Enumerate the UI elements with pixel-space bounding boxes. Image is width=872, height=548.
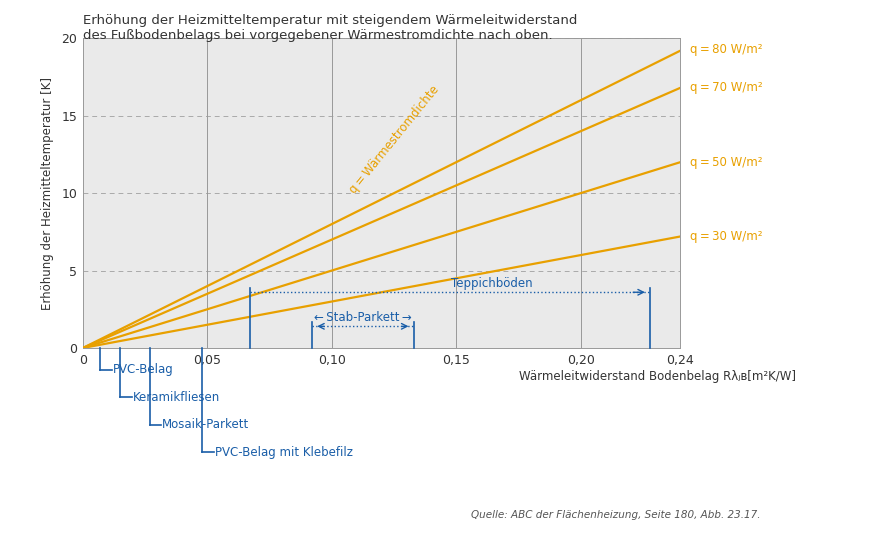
Text: ← Stab-Parkett →: ← Stab-Parkett → (314, 311, 412, 324)
Text: q = 80 W/m²: q = 80 W/m² (690, 43, 763, 56)
Text: PVC-Belag: PVC-Belag (112, 363, 174, 376)
Text: q = Wärmestromdichte: q = Wärmestromdichte (346, 83, 441, 196)
Text: q = 50 W/m²: q = 50 W/m² (690, 156, 763, 169)
Text: Mosaik-Parkett: Mosaik-Parkett (162, 418, 249, 431)
Text: q = 70 W/m²: q = 70 W/m² (690, 82, 763, 94)
Text: Wärmeleitwiderstand Bodenbelag Rλⱼʙ[m²K/W]: Wärmeleitwiderstand Bodenbelag Rλⱼʙ[m²K/… (519, 370, 796, 383)
Text: q = 30 W/m²: q = 30 W/m² (690, 230, 763, 243)
Text: Erhöhung der Heizmitteltemperatur mit steigendem Wärmeleitwiderstand
des Fußbode: Erhöhung der Heizmitteltemperatur mit st… (83, 14, 577, 42)
Text: Quelle: ABC der Flächenheizung, Seite 180, Abb. 23.17.: Quelle: ABC der Flächenheizung, Seite 18… (471, 510, 760, 520)
Text: PVC-Belag mit Klebefilz: PVC-Belag mit Klebefilz (215, 446, 352, 459)
Text: Teppichböden: Teppichböden (451, 277, 533, 290)
Text: Keramikfliesen: Keramikfliesen (133, 391, 220, 404)
Y-axis label: Erhöhung der Heizmitteltemperatur [K]: Erhöhung der Heizmitteltemperatur [K] (42, 77, 54, 310)
